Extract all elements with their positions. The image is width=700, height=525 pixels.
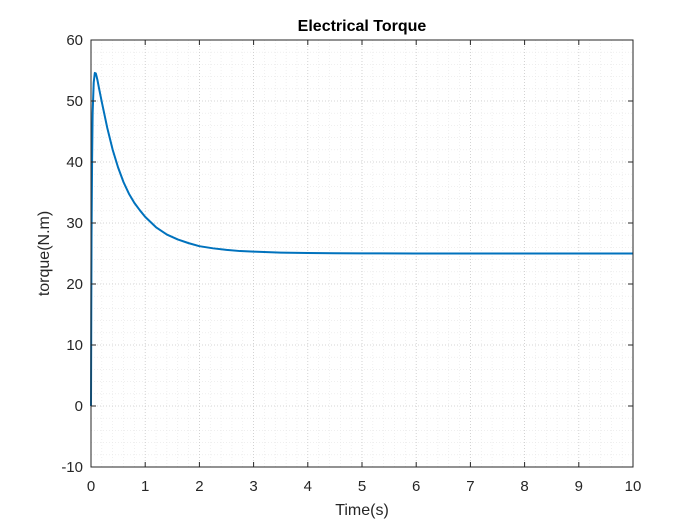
torque-series-line (90, 71, 633, 407)
y-tick-label: 20 (66, 276, 83, 293)
y-tick-label: 10 (66, 337, 83, 354)
x-tick-label: 0 (87, 478, 95, 495)
x-tick-label: 2 (195, 478, 203, 495)
x-tick-label: 1 (141, 478, 149, 495)
y-tick-label: 30 (66, 215, 83, 232)
x-tick-label: 6 (412, 478, 420, 495)
x-tick-label: 4 (304, 478, 312, 495)
series-layer (90, 71, 633, 407)
y-axis-label: torque(N.m) (36, 211, 53, 296)
chart-title: Electrical Torque (298, 18, 427, 35)
x-tick-label: 7 (466, 478, 474, 495)
x-tick-label: 10 (625, 478, 642, 495)
x-tick-label: 5 (358, 478, 366, 495)
x-tick-label: 9 (575, 478, 583, 495)
y-tick-label: 60 (66, 32, 83, 49)
x-axis-label: Time(s) (335, 502, 389, 519)
y-tick-label: 40 (66, 154, 83, 171)
y-tick-label: -10 (61, 459, 83, 476)
y-tick-label: 50 (66, 93, 83, 110)
x-tick-label: 3 (249, 478, 257, 495)
x-tick-label: 8 (520, 478, 528, 495)
y-tick-label: 0 (75, 398, 83, 415)
